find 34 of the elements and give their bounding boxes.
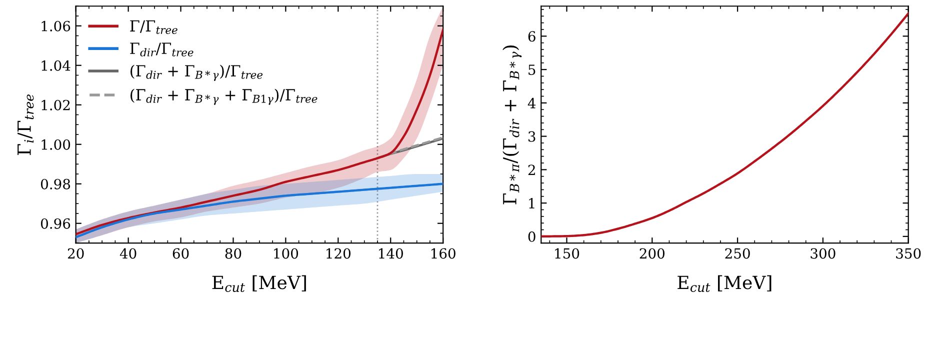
y-axis-title: Γ$_{B*π}$/(Γ$_{dir}$ + Γ$_{B*γ}$) — [502, 46, 522, 204]
x-axis-title: E$_{cut}$ [MeV] — [678, 275, 772, 292]
x-tick-label: 40 — [120, 248, 136, 259]
y-tick-label: 4 — [528, 98, 536, 108]
x-tick-label: 120 — [326, 248, 350, 259]
y-tick-label: 3 — [528, 131, 536, 142]
legend-label: (Γ$_{dir}$ + Γ$_{B*γ}$)/Γ$_{tree}$ — [130, 64, 263, 81]
x-tick-label: 20 — [68, 248, 84, 259]
x-tick-label: 60 — [172, 248, 189, 259]
x-tick-label: 140 — [379, 248, 403, 259]
y-tick-label: 5 — [528, 64, 536, 76]
x-tick-label: 300 — [810, 248, 836, 259]
x-tick-label: 150 — [555, 248, 580, 259]
y-tick-label: 0 — [528, 231, 536, 242]
x-tick-label: 200 — [640, 248, 664, 259]
x-axis-title: E$_{cut}$ [MeV] — [212, 275, 306, 292]
legend-label: Γ/Γ$_{tree}$ — [130, 20, 178, 34]
y-tick-label: 2 — [528, 164, 535, 175]
legend-label: (Γ$_{dir}$ + Γ$_{B*γ}$ + Γ$_{B1γ}$)/Γ$_{tree}$ — [130, 88, 318, 105]
y-tick-label: 1.06 — [42, 20, 70, 32]
x-tick-label: 350 — [896, 248, 921, 259]
y-tick-label: 6 — [528, 31, 536, 42]
x-tick-label: 250 — [725, 248, 750, 259]
y-tick-label: 1.00 — [42, 139, 70, 150]
x-tick-label: 160 — [432, 248, 456, 259]
y-axis-title: Γ$_{i}$/Γ$_{tree}$ — [18, 94, 34, 155]
y-tick-label: 0.98 — [40, 178, 70, 190]
y-tick-label: 1.02 — [42, 100, 70, 110]
x-tick-label: 80 — [225, 248, 242, 259]
y-tick-label: 1 — [529, 198, 534, 208]
y-tick-label: 1.04 — [42, 60, 70, 71]
y-tick-label: 0.96 — [40, 218, 70, 229]
x-tick-label: 100 — [274, 248, 298, 259]
legend-label: Γ$_{dir}$/Γ$_{tree}$ — [130, 42, 194, 56]
